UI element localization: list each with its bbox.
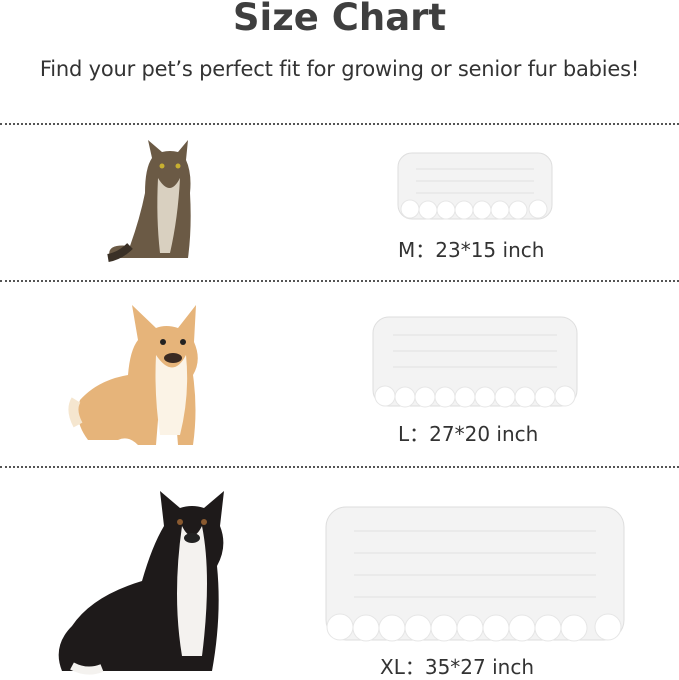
page-subtitle: Find your pet’s perfect fit for growing … [39, 57, 640, 81]
mat-xl-image [325, 506, 625, 642]
divider [0, 123, 679, 125]
size-label-l: L：27*20 inch [398, 422, 539, 446]
corgi-image [68, 305, 198, 445]
dog-image [58, 491, 224, 675]
mat-m-image [397, 152, 553, 220]
mat-l-image [372, 316, 578, 408]
size-label-xl: XL：35*27 inch [380, 655, 535, 679]
cat-image [107, 140, 191, 262]
divider [0, 280, 679, 282]
divider [0, 466, 679, 468]
page-title: Size Chart [232, 0, 447, 39]
size-label-m: M：23*15 inch [398, 238, 545, 262]
